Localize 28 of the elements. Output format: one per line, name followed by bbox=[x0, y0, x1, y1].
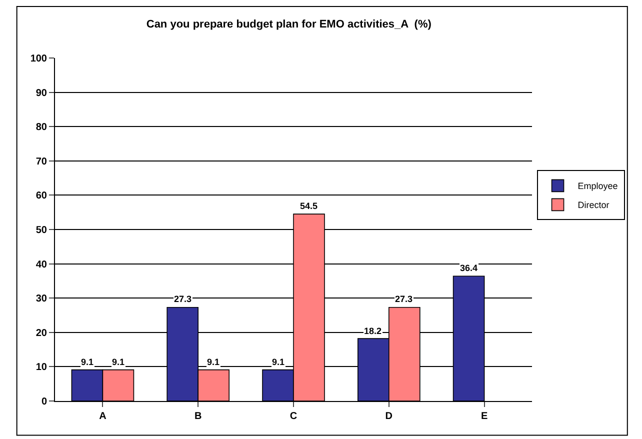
y-tick-label: 0 bbox=[41, 396, 48, 408]
y-tick-label: 10 bbox=[36, 362, 48, 374]
data-label: 9.1 bbox=[81, 357, 94, 367]
x-tick-label: D bbox=[385, 411, 393, 422]
x-tick-label: A bbox=[99, 411, 106, 422]
chart-title: Can you prepare budget plan for EMO activities_A (%) bbox=[146, 18, 432, 30]
y-tick-label: 70 bbox=[36, 156, 48, 168]
data-label: 18.2 bbox=[364, 326, 382, 336]
x-tick-label: B bbox=[194, 411, 202, 422]
y-tick-label: 90 bbox=[36, 88, 48, 99]
y-tick-label: 100 bbox=[30, 54, 48, 64]
y-tick-label: 20 bbox=[36, 328, 48, 339]
legend-label: Employee bbox=[578, 181, 618, 192]
y-tick-label: 60 bbox=[36, 190, 48, 202]
data-label: 9.1 bbox=[272, 357, 285, 367]
y-tick-label: 50 bbox=[36, 225, 48, 236]
data-label: 9.1 bbox=[112, 357, 125, 367]
data-label: 27.3 bbox=[395, 294, 413, 304]
x-tick-label: C bbox=[290, 411, 298, 422]
data-label: 9.1 bbox=[207, 357, 220, 367]
y-tick-label: 30 bbox=[36, 294, 48, 305]
x-tick-label: E bbox=[480, 411, 488, 422]
data-label: 36.4 bbox=[460, 263, 478, 273]
y-tick-label: 40 bbox=[36, 259, 48, 270]
legend-label: Director bbox=[578, 200, 610, 210]
y-tick-label: 80 bbox=[36, 122, 48, 134]
data-label: 27.3 bbox=[174, 294, 192, 304]
data-label: 54.5 bbox=[300, 201, 318, 211]
